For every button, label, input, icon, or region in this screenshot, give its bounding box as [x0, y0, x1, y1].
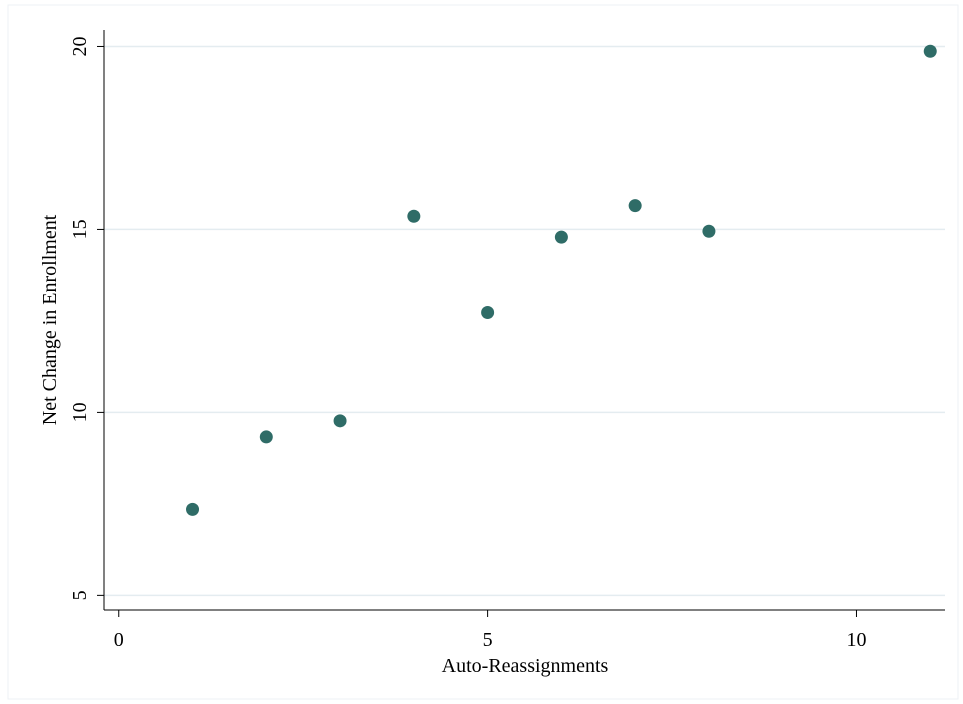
y-tick-label: 10 [69, 402, 91, 422]
point [186, 502, 200, 516]
point [259, 430, 273, 444]
x-tick-label: 0 [114, 629, 124, 651]
point [407, 209, 421, 223]
y-axis-label: Net Change in Enrollment [39, 214, 61, 425]
point [554, 230, 568, 244]
x-tick-label: 10 [846, 629, 866, 651]
y-tick-label: 20 [69, 36, 91, 56]
x-tick-label: 5 [483, 629, 493, 651]
x-axis-label: Auto-Reassignments [442, 655, 609, 677]
point [333, 414, 347, 428]
y-tick-label: 5 [69, 590, 91, 600]
y-tick-label: 15 [69, 219, 91, 239]
point [923, 44, 937, 58]
chart-frame [7, 4, 959, 700]
point [702, 224, 716, 238]
point [481, 305, 495, 319]
point [628, 199, 642, 213]
